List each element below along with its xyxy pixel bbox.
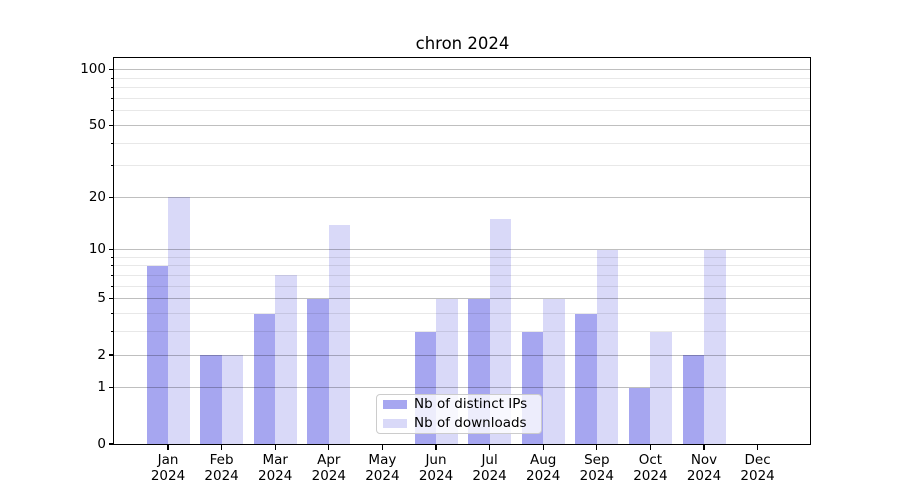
- y-minor-tick-mark: [110, 285, 113, 287]
- x-tick-label: Jan 2024: [150, 452, 186, 484]
- gridline-major: [114, 69, 810, 71]
- y-tick-mark: [108, 249, 113, 251]
- gridline-major: [114, 124, 810, 126]
- bar-distinct-ips: [146, 265, 168, 444]
- gridline-minor: [114, 110, 810, 112]
- legend-item: Nb of distinct IPs: [383, 396, 535, 413]
- y-minor-tick-mark: [110, 256, 113, 258]
- y-tick-mark: [108, 387, 113, 389]
- bar-downloads: [168, 197, 190, 444]
- y-tick-label: 5: [97, 290, 106, 307]
- y-tick-label: 50: [88, 116, 106, 133]
- y-minor-tick-mark: [110, 110, 113, 112]
- bar-downloads: [650, 331, 672, 444]
- y-tick-label: 1: [97, 379, 106, 396]
- legend-label-downloads: Nb of downloads: [414, 415, 527, 431]
- gridline-major: [114, 196, 810, 198]
- y-tick-mark: [108, 298, 113, 300]
- x-tick-mark: [328, 445, 330, 450]
- gridline-minor: [114, 265, 810, 267]
- gridline-minor: [114, 256, 810, 258]
- y-minor-tick-mark: [110, 313, 113, 314]
- bar-downloads: [275, 275, 297, 444]
- legend-label-distinct-ips: Nb of distinct IPs: [414, 396, 528, 412]
- x-tick-label: Jun 2024: [418, 452, 454, 484]
- gridline-minor: [114, 285, 810, 287]
- bar-downloads: [328, 224, 351, 444]
- y-tick-mark: [108, 196, 113, 198]
- gridline-minor: [114, 313, 810, 314]
- y-minor-tick-mark: [110, 142, 113, 144]
- x-tick-label: Dec 2024: [740, 452, 775, 484]
- y-tick-mark: [108, 354, 113, 356]
- bar-distinct-ips: [200, 355, 222, 444]
- x-tick-mark: [757, 445, 759, 450]
- x-tick-label: Apr 2024: [311, 452, 346, 484]
- x-tick-mark: [703, 445, 705, 450]
- y-minor-tick-mark: [110, 87, 113, 89]
- x-tick-mark: [435, 445, 437, 450]
- bar-distinct-ips: [253, 313, 276, 444]
- y-minor-tick-mark: [110, 265, 113, 267]
- legend-swatch-distinct-ips: [383, 400, 407, 409]
- gridline-minor: [114, 77, 810, 79]
- y-tick-label: 20: [88, 188, 106, 205]
- x-tick-mark: [381, 445, 383, 450]
- x-tick-label: Oct 2024: [633, 452, 668, 484]
- x-tick-label: Mar 2024: [258, 452, 293, 484]
- legend-swatch-downloads: [383, 419, 407, 428]
- gridline-minor: [114, 331, 810, 333]
- x-tick-label: Aug 2024: [526, 452, 561, 484]
- x-tick-label: Jul 2024: [472, 452, 507, 484]
- gridline-minor: [114, 274, 810, 276]
- bar-downloads: [704, 249, 726, 444]
- bar-distinct-ips: [307, 298, 329, 444]
- y-tick-label: 0: [97, 435, 106, 452]
- y-tick-mark: [108, 124, 113, 126]
- legend-item: Nb of downloads: [383, 415, 535, 432]
- plot-area: Nb of distinct IPs Nb of downloads: [113, 57, 811, 445]
- x-tick-label: May 2024: [365, 452, 400, 484]
- x-tick-mark: [542, 445, 544, 450]
- x-tick-mark: [274, 445, 276, 450]
- gridline-minor: [114, 142, 810, 144]
- y-minor-tick-mark: [110, 331, 113, 333]
- y-tick-mark: [108, 443, 113, 445]
- x-tick-label: Sep 2024: [579, 452, 614, 484]
- gridline-major: [114, 298, 810, 300]
- y-minor-tick-mark: [110, 77, 113, 79]
- bar-downloads: [543, 298, 565, 444]
- y-minor-tick-mark: [110, 274, 113, 276]
- y-minor-tick-mark: [110, 165, 113, 167]
- bar-downloads: [596, 249, 619, 444]
- y-tick-label: 100: [80, 61, 106, 78]
- bar-distinct-ips: [682, 355, 704, 444]
- legend: Nb of distinct IPs Nb of downloads: [376, 394, 542, 434]
- y-tick-mark: [108, 69, 113, 71]
- gridline-major: [114, 387, 810, 389]
- chart-title: chron 2024: [415, 34, 510, 53]
- x-tick-mark: [167, 445, 169, 450]
- y-minor-tick-mark: [110, 98, 113, 99]
- gridline-minor: [114, 87, 810, 89]
- gridline-minor: [114, 98, 810, 99]
- x-tick-mark: [649, 445, 651, 450]
- y-tick-label: 2: [97, 346, 106, 363]
- bar-downloads: [489, 219, 512, 444]
- gridline-minor: [114, 165, 810, 167]
- bar-distinct-ips: [575, 313, 597, 444]
- bar-downloads: [221, 355, 244, 444]
- x-tick-mark: [489, 445, 491, 450]
- x-tick-mark: [221, 445, 223, 450]
- gridline-major: [114, 354, 810, 356]
- x-tick-mark: [596, 445, 598, 450]
- x-tick-label: Feb 2024: [204, 452, 239, 484]
- bar-distinct-ips: [628, 387, 651, 444]
- y-tick-label: 10: [88, 241, 106, 258]
- x-tick-label: Nov 2024: [686, 452, 722, 484]
- gridline-major: [114, 249, 810, 251]
